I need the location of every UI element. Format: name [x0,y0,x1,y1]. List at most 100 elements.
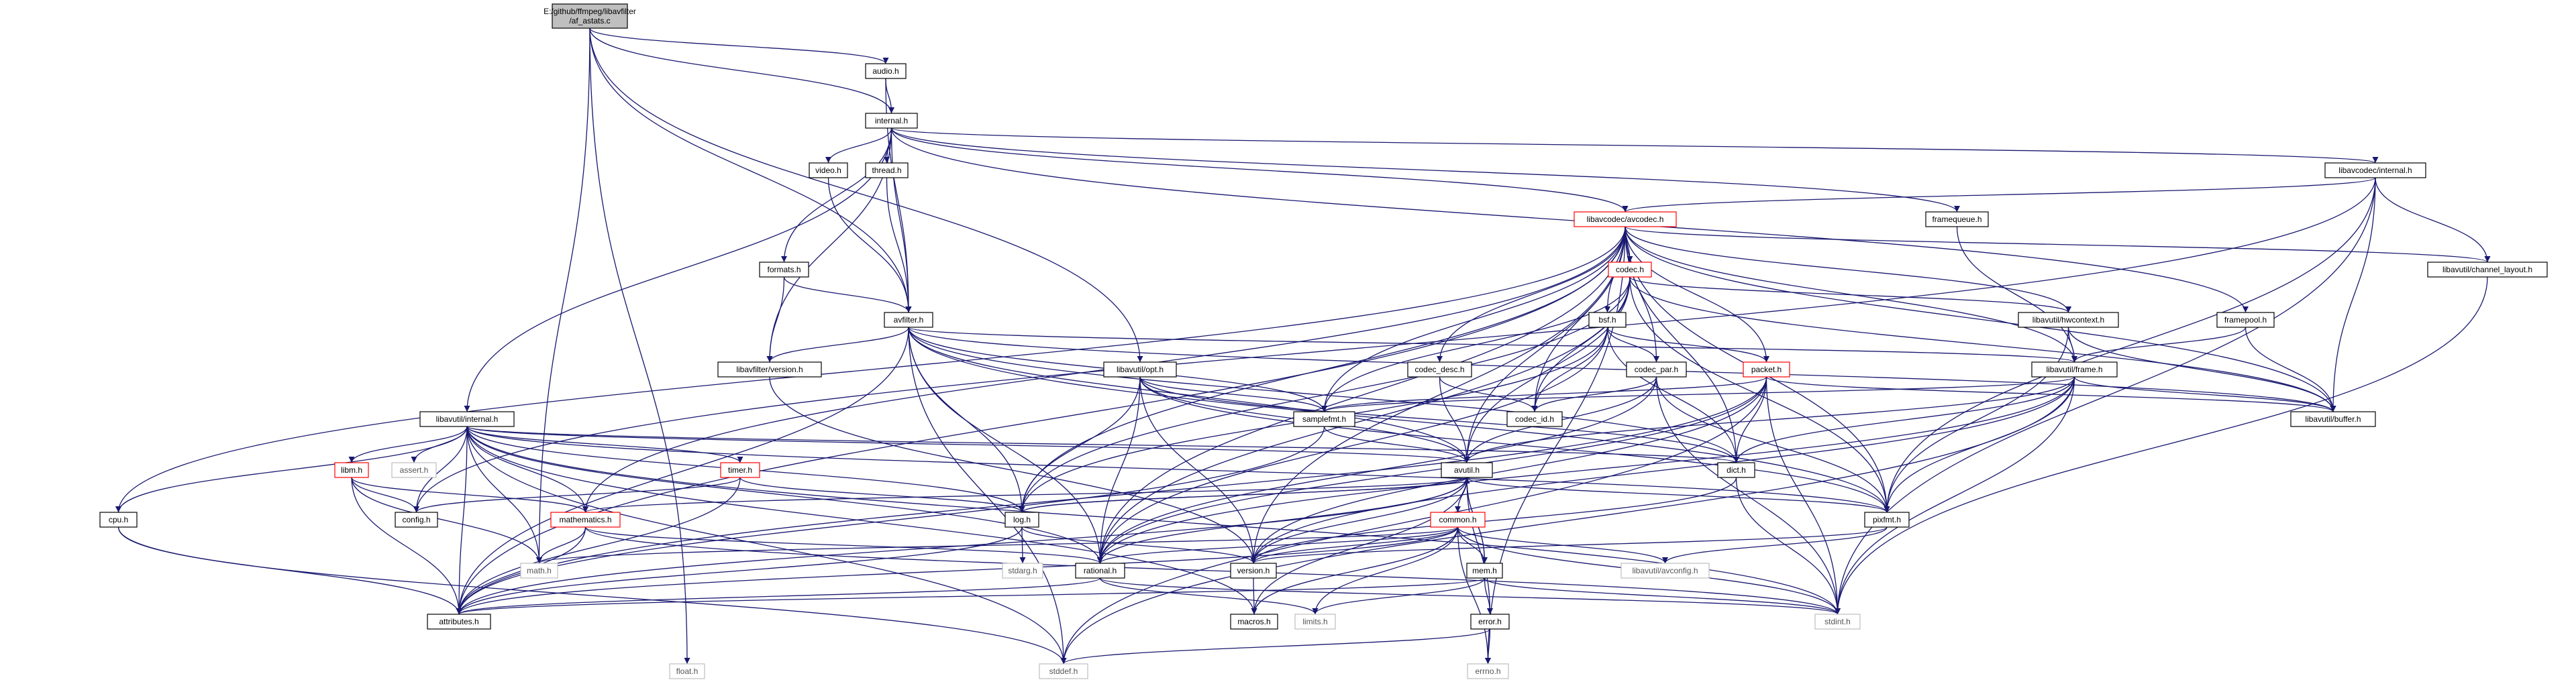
edge-codec-h-to-rational-h [1096,276,1631,564]
file-node-label: formats.h [767,265,801,274]
edge-codec-h-to-avutil-h [1463,276,1631,463]
file-node-codec-desc-h[interactable]: codec_desc.h [1407,361,1472,378]
edge-error-h-to-stddef-h [1060,628,1491,665]
edge-libm-h-to-math-h [351,477,543,564]
file-node-lavc-avcodec-h[interactable]: libavcodec/avcodec.h [1574,211,1677,227]
edge-libm-h-to-mathematics-h [351,477,588,513]
file-node-opt-h[interactable]: libavutil/opt.h [1103,361,1177,378]
file-node-audio-h[interactable]: audio.h [865,63,907,79]
file-node-box [1743,361,1790,378]
file-node-box [1717,462,1755,478]
edge-video-h-to-avfilter-h [827,177,912,313]
edge-lavc-avcodec-h-to-packet-h [1625,226,1770,363]
edge-lavu-internal-h-to-libm-h [348,426,468,463]
file-node-cpu-h[interactable]: cpu.h [99,512,138,528]
file-node-label: timer.h [728,465,752,475]
edge-frame-h-to-version-h [1250,376,2075,564]
file-node-label: thread.h [872,166,901,175]
edge-codec-h-to-hwcontext-h [1629,276,2071,313]
file-node-macros-h[interactable]: macros.h [1230,614,1278,630]
file-node-attributes-h[interactable]: attributes.h [427,614,491,630]
file-node-config-h[interactable]: config.h [395,512,438,528]
file-node-stdarg-h[interactable]: stdarg.h [1002,563,1043,579]
file-node-internal-h[interactable]: internal.h [865,113,918,129]
file-node-box [865,113,918,129]
file-node-version-h[interactable]: version.h [1230,563,1277,579]
edge-mem-h-to-limits-h [1312,577,1486,615]
edge-packet-h-to-samplefmt-h [1321,376,1767,412]
edge-frame-h-to-avutil-h [1463,376,2075,463]
file-node-limits-h[interactable]: limits.h [1294,614,1336,630]
edge-timer-h-to-attributes-h [456,477,741,615]
file-node-packet-h[interactable]: packet.h [1743,361,1790,378]
file-node-pixfmt-h[interactable]: pixfmt.h [1864,512,1910,528]
edge-avfilter-h-to-frame-h [908,327,2077,363]
file-node-box [1467,663,1509,679]
file-node-frame-h[interactable]: libavutil/frame.h [2031,361,2118,378]
file-node-rational-h[interactable]: rational.h [1075,563,1125,579]
file-node-label: stdint.h [1824,617,1851,626]
file-node-video-h[interactable]: video.h [809,162,848,178]
file-node-buffer-h[interactable]: libavutil/buffer.h [2290,411,2376,427]
file-node-stdint-h[interactable]: stdint.h [1814,614,1861,630]
file-node-framequeue-h[interactable]: framequeue.h [1925,211,1989,227]
file-node-box [1293,411,1355,427]
file-node-lavc-internal-h[interactable]: libavcodec/internal.h [2324,162,2426,178]
file-node-box [720,462,760,478]
file-node-label: bsf.h [1598,315,1616,325]
file-node-channel-layout-h[interactable]: libavutil/channel_layout.h [2427,262,2548,278]
edge-opt-h-to-rational-h [1096,376,1141,564]
edge-common-h-to-attributes-h [456,526,1459,615]
edge-internal-h-to-lavc-internal-h [890,127,2378,164]
file-node-label: avfilter.h [894,315,924,325]
file-node-common-h[interactable]: common.h [1430,512,1486,528]
file-node-thread-h[interactable]: thread.h [865,162,909,178]
file-node-dict-h[interactable]: dict.h [1717,462,1755,478]
file-node-formats-h[interactable]: formats.h [759,262,809,278]
file-node-codec-par-h[interactable]: codec_par.h [1626,361,1687,378]
file-node-codec-id-h[interactable]: codec_id.h [1506,411,1563,427]
file-node-box [1470,614,1510,630]
edge-log-h-to-stdarg-h [1019,526,1026,564]
file-node-errno-h[interactable]: errno.h [1467,663,1509,679]
file-node-codec-h[interactable]: codec.h [1608,262,1652,278]
edge-common-h-to-avconfig-h [1457,526,1668,564]
root-file-node[interactable]: E:/github/ffmpeg/libavfilter /af_astats.… [544,3,636,29]
edge-avutil-h-to-version-h [1250,477,1467,564]
edge-frame-h-to-stdint-h [1834,376,2075,615]
file-node-bsf-h[interactable]: bsf.h [1588,312,1627,328]
edge-rational-h-to-stdint-h [1099,577,1841,615]
edge-lavu-internal-h-to-dict-h [466,426,1739,463]
file-node-label: codec_par.h [1635,365,1678,374]
file-node-stddef-h[interactable]: stddef.h [1039,663,1088,679]
edge-avfilter-h-to-avutil-h [908,327,1470,463]
file-node-log-h[interactable]: log.h [1004,512,1039,528]
file-node-framepool-h[interactable]: framepool.h [2216,312,2275,328]
file-node-lavfi-version-h[interactable]: libavfilter/version.h [717,361,822,378]
edge-lavc-internal-h-to-pixfmt-h [1884,177,2376,513]
file-node-avutil-h[interactable]: avutil.h [1441,462,1493,478]
file-node-box [1430,512,1486,528]
edge-version-h-to-macros-h [1251,577,1257,615]
edge-lavc-internal-h-to-config-h [413,177,2376,513]
file-node-mem-h[interactable]: mem.h [1466,563,1503,579]
file-node-float-h[interactable]: float.h [669,663,705,679]
file-node-math-h[interactable]: math.h [520,563,558,579]
file-node-avconfig-h[interactable]: libavutil/avconfig.h [1620,563,1710,579]
file-node-mathematics-h[interactable]: mathematics.h [550,512,621,528]
file-node-lavu-internal-h[interactable]: libavutil/internal.h [419,411,515,427]
edge-libm-h-to-attributes-h [351,477,462,615]
file-node-hwcontext-h[interactable]: libavutil/hwcontext.h [2018,312,2119,328]
file-node-label: packet.h [1751,365,1782,374]
edge-lavu-internal-h-to-attributes-h [456,426,468,615]
edge-lavu-internal-h-to-avutil-h [466,426,1470,463]
file-node-samplefmt-h[interactable]: samplefmt.h [1293,411,1355,427]
file-node-libm-h[interactable]: libm.h [334,462,369,478]
file-node-error-h[interactable]: error.h [1470,614,1510,630]
edge-rational-h-to-attributes-h [456,577,1101,615]
edge-bsf-h-to-codec-par-h [1606,327,1660,363]
file-node-assert-h[interactable]: assert.h [391,462,437,478]
root-file-label-line2: /af_astats.c [569,16,610,25]
file-node-timer-h[interactable]: timer.h [720,462,760,478]
file-node-avfilter-h[interactable]: avfilter.h [884,312,933,328]
